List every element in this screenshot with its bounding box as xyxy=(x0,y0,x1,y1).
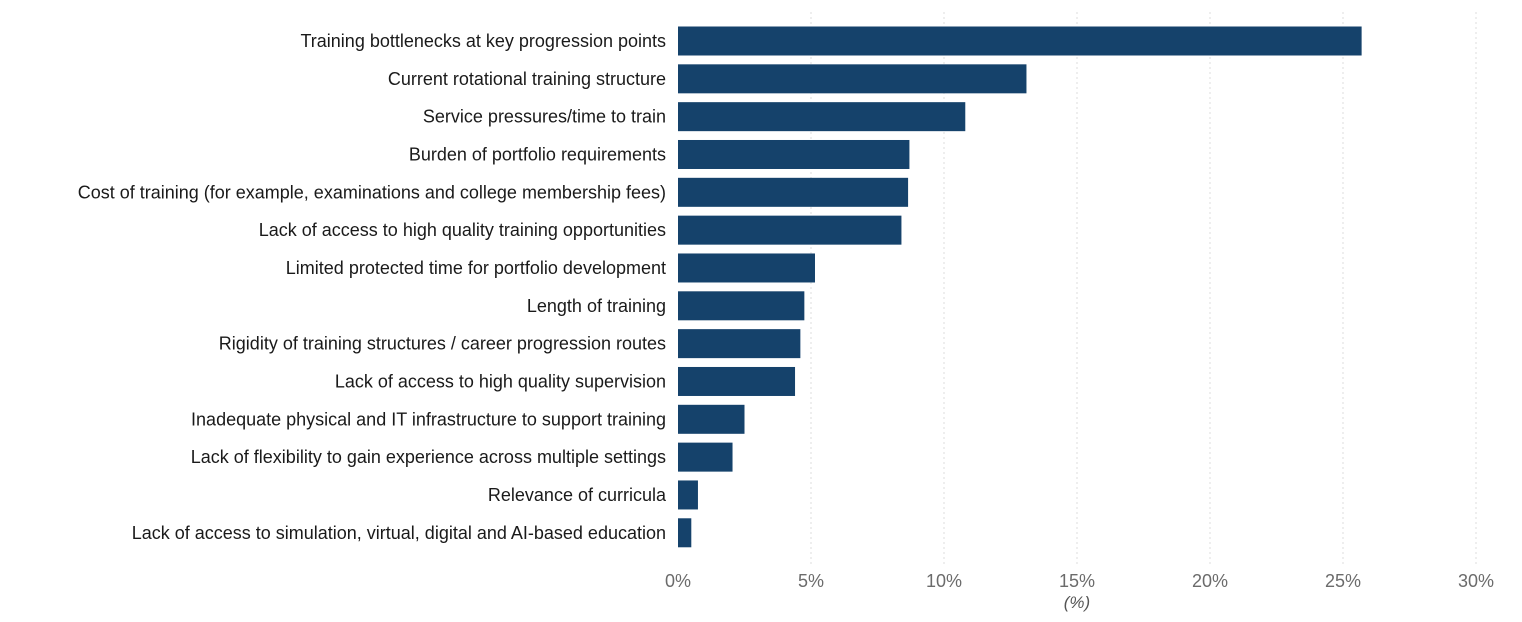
bar xyxy=(678,140,909,169)
bar xyxy=(678,405,745,434)
gridlines xyxy=(811,12,1476,564)
bar xyxy=(678,253,815,282)
x-axis-title: (%) xyxy=(1064,593,1090,612)
category-label: Service pressures/time to train xyxy=(423,107,666,127)
x-tick-label: 10% xyxy=(926,571,962,591)
bar xyxy=(678,329,800,358)
x-tick-label: 15% xyxy=(1059,571,1095,591)
bar xyxy=(678,367,795,396)
bar xyxy=(678,27,1362,56)
category-label: Current rotational training structure xyxy=(388,69,666,89)
x-tick-label: 25% xyxy=(1325,571,1361,591)
category-label: Limited protected time for portfolio dev… xyxy=(286,258,666,278)
bar xyxy=(678,443,733,472)
x-axis-ticks: 0% 5% 10% 15% 20% 25% 30% xyxy=(665,571,1494,591)
category-label: Burden of portfolio requirements xyxy=(409,144,666,164)
category-label: Lack of access to high quality supervisi… xyxy=(335,371,666,391)
category-label: Lack of access to high quality training … xyxy=(259,220,666,240)
category-label: Relevance of curricula xyxy=(488,485,667,505)
x-tick-label: 30% xyxy=(1458,571,1494,591)
bar xyxy=(678,291,804,320)
bar xyxy=(678,518,691,547)
bar xyxy=(678,480,698,509)
x-tick-label: 0% xyxy=(665,571,691,591)
bar xyxy=(678,216,901,245)
category-label: Lack of flexibility to gain experience a… xyxy=(191,447,666,467)
x-tick-label: 5% xyxy=(798,571,824,591)
bar xyxy=(678,178,908,207)
category-label: Length of training xyxy=(527,296,666,316)
bar xyxy=(678,64,1026,93)
category-label: Training bottlenecks at key progression … xyxy=(300,31,666,51)
bars xyxy=(678,27,1362,548)
category-label: Inadequate physical and IT infrastructur… xyxy=(191,409,666,429)
category-labels: Training bottlenecks at key progression … xyxy=(78,31,667,543)
x-tick-label: 20% xyxy=(1192,571,1228,591)
bar xyxy=(678,102,965,131)
category-label: Cost of training (for example, examinati… xyxy=(78,182,666,202)
category-label: Lack of access to simulation, virtual, d… xyxy=(132,523,666,543)
category-label: Rigidity of training structures / career… xyxy=(219,334,666,354)
